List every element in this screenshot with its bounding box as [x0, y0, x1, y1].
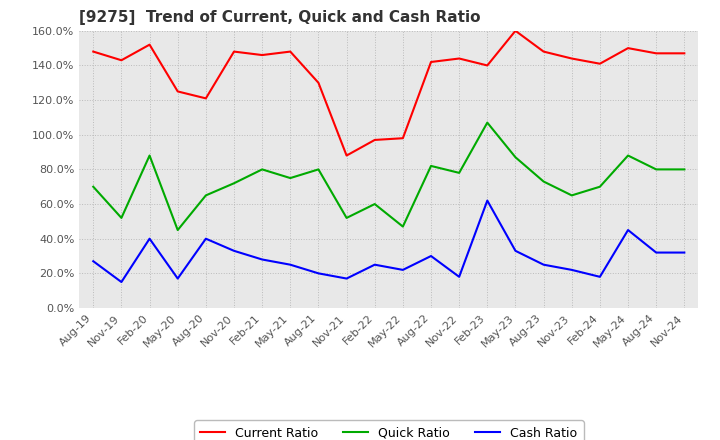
- Cash Ratio: [314, 271, 323, 276]
- Cash Ratio: [455, 274, 464, 279]
- Cash Ratio: [230, 248, 238, 253]
- Quick Ratio: [595, 184, 604, 189]
- Legend: Current Ratio, Quick Ratio, Cash Ratio: Current Ratio, Quick Ratio, Cash Ratio: [194, 420, 583, 440]
- Quick Ratio: [539, 179, 548, 184]
- Text: [9275]  Trend of Current, Quick and Cash Ratio: [9275] Trend of Current, Quick and Cash …: [79, 11, 481, 26]
- Quick Ratio: [89, 184, 98, 189]
- Quick Ratio: [567, 193, 576, 198]
- Cash Ratio: [342, 276, 351, 281]
- Cash Ratio: [652, 250, 660, 255]
- Cash Ratio: [202, 236, 210, 241]
- Quick Ratio: [145, 153, 154, 158]
- Quick Ratio: [370, 202, 379, 207]
- Cash Ratio: [483, 198, 492, 203]
- Current Ratio: [174, 89, 182, 94]
- Quick Ratio: [624, 153, 632, 158]
- Quick Ratio: [399, 224, 408, 229]
- Quick Ratio: [258, 167, 266, 172]
- Line: Current Ratio: Current Ratio: [94, 31, 684, 155]
- Current Ratio: [370, 137, 379, 143]
- Quick Ratio: [483, 120, 492, 125]
- Quick Ratio: [455, 170, 464, 176]
- Quick Ratio: [174, 227, 182, 233]
- Cash Ratio: [511, 248, 520, 253]
- Quick Ratio: [314, 167, 323, 172]
- Current Ratio: [89, 49, 98, 54]
- Quick Ratio: [680, 167, 688, 172]
- Cash Ratio: [427, 253, 436, 259]
- Current Ratio: [624, 45, 632, 51]
- Current Ratio: [202, 96, 210, 101]
- Cash Ratio: [539, 262, 548, 268]
- Current Ratio: [342, 153, 351, 158]
- Cash Ratio: [399, 267, 408, 272]
- Cash Ratio: [258, 257, 266, 262]
- Current Ratio: [117, 58, 126, 63]
- Current Ratio: [539, 49, 548, 54]
- Quick Ratio: [511, 154, 520, 160]
- Current Ratio: [314, 80, 323, 85]
- Cash Ratio: [174, 276, 182, 281]
- Current Ratio: [286, 49, 294, 54]
- Quick Ratio: [342, 215, 351, 220]
- Cash Ratio: [370, 262, 379, 268]
- Current Ratio: [567, 56, 576, 61]
- Current Ratio: [145, 42, 154, 47]
- Current Ratio: [595, 61, 604, 66]
- Cash Ratio: [145, 236, 154, 241]
- Cash Ratio: [680, 250, 688, 255]
- Quick Ratio: [652, 167, 660, 172]
- Cash Ratio: [595, 274, 604, 279]
- Cash Ratio: [624, 227, 632, 233]
- Current Ratio: [399, 136, 408, 141]
- Cash Ratio: [286, 262, 294, 268]
- Line: Quick Ratio: Quick Ratio: [94, 123, 684, 230]
- Cash Ratio: [89, 259, 98, 264]
- Cash Ratio: [117, 279, 126, 285]
- Quick Ratio: [117, 215, 126, 220]
- Current Ratio: [258, 52, 266, 58]
- Current Ratio: [230, 49, 238, 54]
- Current Ratio: [427, 59, 436, 65]
- Current Ratio: [455, 56, 464, 61]
- Quick Ratio: [427, 163, 436, 169]
- Quick Ratio: [230, 180, 238, 186]
- Current Ratio: [652, 51, 660, 56]
- Line: Cash Ratio: Cash Ratio: [94, 201, 684, 282]
- Quick Ratio: [202, 193, 210, 198]
- Cash Ratio: [567, 267, 576, 272]
- Current Ratio: [680, 51, 688, 56]
- Current Ratio: [483, 63, 492, 68]
- Current Ratio: [511, 28, 520, 33]
- Quick Ratio: [286, 176, 294, 181]
